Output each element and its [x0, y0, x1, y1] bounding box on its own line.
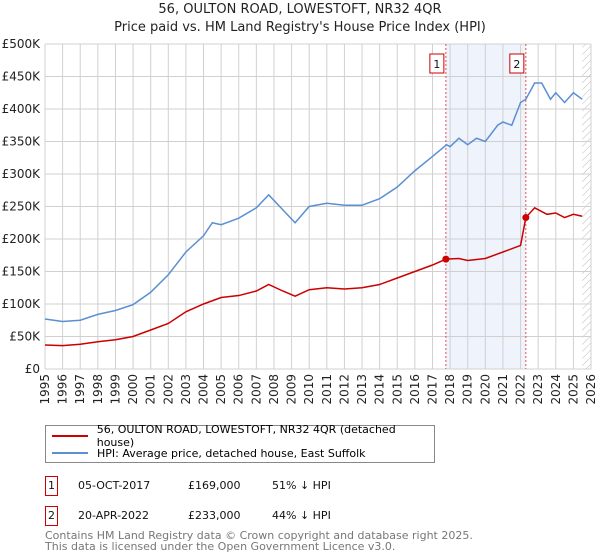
x-tick-label: 2024 — [549, 374, 563, 405]
x-tick-label: 2018 — [443, 374, 457, 405]
sale-label-box — [429, 53, 445, 74]
y-tick-label: £50K — [9, 330, 41, 344]
y-tick-label: £0 — [25, 362, 40, 376]
x-tick-label: 2014 — [373, 374, 387, 405]
x-tick-label: 2010 — [302, 374, 316, 405]
x-tick-label: 2025 — [566, 374, 580, 405]
sale-point — [442, 255, 450, 263]
x-tick-label: 2003 — [179, 374, 193, 405]
y-tick-label: £450K — [2, 70, 42, 84]
x-tick-label: 2022 — [514, 374, 528, 405]
y-tick-label: £250K — [2, 200, 42, 214]
sale-hpi-delta: 44% ↓ HPI — [272, 509, 331, 522]
legend-label: HPI: Average price, detached house, East… — [97, 446, 366, 460]
sale-row: 1 05-OCT-2017 £169,000 51% ↓ HPI — [45, 476, 545, 496]
footer-line: This data is licensed under the Open Gov… — [45, 540, 396, 553]
sale-point — [522, 214, 530, 222]
y-tick-label: £150K — [2, 265, 42, 279]
x-tick-label: 2001 — [144, 374, 158, 405]
x-tick-label: 1997 — [73, 374, 87, 405]
x-tick-label: 2004 — [197, 374, 211, 405]
sale-label: 2 — [513, 58, 520, 71]
x-tick-label: 2007 — [249, 374, 263, 405]
footer-line: Contains HM Land Registry data © Crown c… — [45, 529, 473, 542]
x-tick-label: 2002 — [161, 374, 175, 405]
y-tick-label: £500K — [2, 37, 42, 51]
x-tick-label: 2011 — [320, 374, 334, 405]
footer: Contains HM Land Registry data © Crown c… — [45, 530, 473, 552]
x-tick-label: 2023 — [531, 374, 545, 405]
x-tick-label: 2000 — [126, 374, 140, 405]
x-tick-label: 2021 — [496, 374, 510, 405]
x-tick-label: 2009 — [285, 374, 299, 405]
legend-label: 56, OULTON ROAD, LOWESTOFT, NR32 4QR (de… — [96, 423, 396, 449]
x-tick-label: 2019 — [461, 374, 475, 405]
sale-hpi-delta: 51% ↓ HPI — [272, 479, 331, 492]
legend: 56, OULTON ROAD, LOWESTOFT, NR32 4QR (de… — [45, 423, 435, 463]
chart-title: 56, OULTON ROAD, LOWESTOFT, NR32 4QR — [158, 2, 442, 17]
x-tick-label: 2017 — [425, 374, 439, 405]
x-tick-label: 2020 — [478, 374, 492, 405]
sale-label-box — [509, 53, 525, 74]
x-tick-label: 2012 — [337, 374, 351, 405]
sale-marker-badge: 2 — [45, 506, 58, 526]
x-tick-label: 2015 — [390, 374, 404, 405]
x-tick-label: 1996 — [56, 374, 70, 405]
x-tick-label: 1995 — [38, 374, 52, 405]
y-tick-label: £100K — [2, 297, 42, 311]
y-tick-label: £400K — [2, 102, 42, 116]
price-chart: 1995 1996 1997 1998 1999 2000 2001 2002 2003 2004… — [2, 37, 598, 405]
x-tick-label: 2006 — [232, 374, 246, 405]
x-tick-label: 2008 — [267, 374, 281, 405]
series-line — [44, 82, 583, 323]
y-tick-label: £350K — [2, 135, 42, 149]
legend-item-property: 56, OULTON ROAD, LOWESTOFT, NR32 4QR (de… — [52, 423, 434, 449]
sale-price: £233,000 — [188, 509, 241, 522]
sale-price: £169,000 — [188, 479, 241, 492]
sale-marker-badge: 1 — [45, 476, 58, 496]
chart-subtitle: Price paid vs. HM Land Registry's House … — [114, 20, 486, 35]
legend-item-hpi: HPI: Average price, detached house, East… — [52, 445, 366, 461]
x-tick-label: 2026 — [584, 374, 598, 405]
sale-label: 1 — [433, 58, 440, 71]
x-tick-label: 1999 — [108, 374, 122, 405]
sale-row: 2 20-APR-2022 £233,000 44% ↓ HPI — [45, 506, 545, 526]
x-tick-label: 2013 — [355, 374, 369, 405]
sale-date: 05-OCT-2017 — [78, 479, 151, 492]
y-tick-label: £200K — [2, 232, 42, 246]
x-tick-label: 1998 — [91, 374, 105, 405]
sale-date: 20-APR-2022 — [78, 509, 150, 522]
x-tick-label: 2016 — [408, 374, 422, 405]
y-tick-label: £300K — [2, 167, 42, 181]
x-tick-label: 2005 — [214, 374, 228, 405]
